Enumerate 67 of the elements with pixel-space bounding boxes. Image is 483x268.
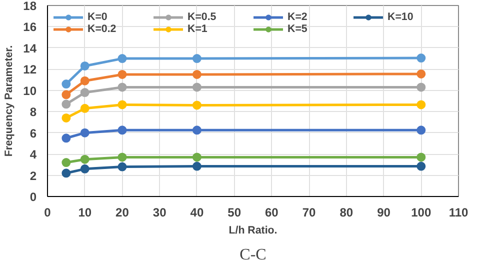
point [118,54,127,64]
point [192,82,202,92]
y-tick-label: 16 [23,20,37,34]
point [192,162,202,171]
point [118,70,127,79]
y-tick-label: 10 [23,84,37,98]
point [118,126,127,135]
x-tick-label: 30 [152,206,167,220]
point [80,61,90,70]
point [416,162,426,171]
point [62,113,71,122]
point [118,82,127,92]
x-tick-label: 90 [377,206,391,220]
point [192,70,202,79]
y-tick-label: 2 [30,168,37,183]
point [62,168,71,178]
x-tick-label: 10 [78,206,92,220]
legend-label: K=0.5 [188,11,218,23]
x-tick-label: 70 [302,206,316,220]
legend-label: K=5 [288,23,308,35]
point [192,100,202,110]
y-tick-label: 0 [30,190,37,204]
point [416,54,426,63]
point [416,152,426,162]
x-tick-label: 0 [44,206,52,220]
point [192,54,202,64]
x-tick-label: 50 [228,206,242,220]
point [80,104,90,113]
point [192,152,202,162]
x-tick-label: 110 [448,206,469,220]
point [80,154,90,164]
y-tick-label: 18 [23,0,37,13]
point [62,80,71,89]
point [80,88,90,98]
y-axis-title: Frequency Parameter. [3,45,16,157]
point [80,164,90,174]
x-tick-label: 80 [340,206,354,220]
point [416,69,426,78]
point [80,76,90,86]
legend-label: K=2 [288,11,308,23]
legend-label: K=10 [388,11,414,23]
point [416,126,426,135]
legend-label: K=0 [88,11,108,23]
point [416,82,426,92]
x-tick-label: 100 [411,206,432,220]
y-tick-label: 14 [23,41,37,56]
point [62,90,71,100]
legend-label: K=0.2 [88,23,118,35]
point [62,134,71,143]
x-tick-label: 40 [190,206,204,220]
point [118,100,127,110]
point [416,100,426,110]
point [118,162,127,172]
x-axis-title: L/h Ratio. [228,224,278,236]
y-tick-label: 8 [30,105,37,120]
y-tick-label: 6 [30,126,37,140]
x-tick-label: 20 [116,206,130,220]
text: C-C [240,246,266,264]
y-tick-label: 12 [23,62,37,77]
legend-label: K=1 [188,23,208,35]
point [80,128,90,138]
x-tick-label: 60 [265,206,279,220]
y-tick-label: 4 [30,148,37,162]
point [192,126,202,135]
point [62,158,71,168]
point [62,100,71,109]
point [118,152,127,162]
